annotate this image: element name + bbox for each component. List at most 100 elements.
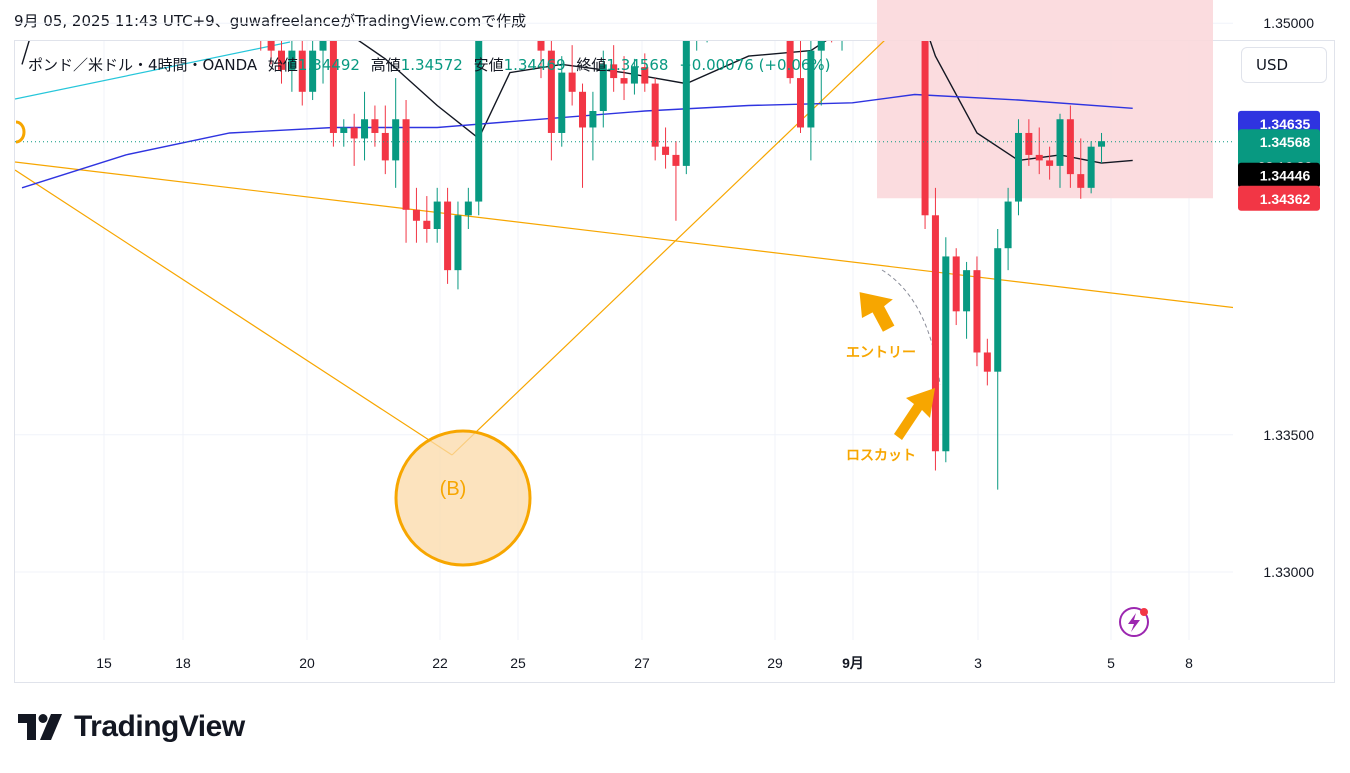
candle — [1025, 132, 1033, 155]
wave-b-marker — [394, 429, 532, 567]
chart-frame — [14, 40, 1335, 683]
time-tick-label: 5 — [1107, 655, 1115, 671]
low-label: 安値 — [473, 56, 504, 74]
candle — [776, 1, 783, 9]
price-tick-label: 1.33500 — [1263, 427, 1314, 443]
candle — [423, 220, 431, 229]
stop-loss-zone — [877, 0, 1213, 199]
flash-icon-bolt — [1128, 613, 1140, 632]
candle — [693, 31, 700, 36]
candle — [288, 50, 296, 70]
candle — [236, 0, 243, 9]
candle — [444, 201, 452, 271]
candle — [735, 15, 742, 23]
wave-line-b — [451, 41, 885, 456]
candle — [329, 41, 337, 133]
candle — [630, 67, 638, 84]
candle — [309, 50, 317, 92]
time-tick-label: 20 — [299, 655, 315, 671]
candle — [361, 119, 369, 139]
candle — [350, 127, 358, 139]
candle — [662, 146, 670, 155]
candle — [267, 41, 275, 51]
candle — [298, 50, 306, 92]
open-value: 1.34492 — [297, 56, 360, 74]
wave-b-label: (B) — [440, 478, 467, 500]
candle — [589, 111, 597, 128]
open-label: 始値 — [267, 56, 298, 74]
candle — [568, 72, 576, 92]
candle — [226, 0, 233, 9]
time-tick-label: 27 — [634, 655, 650, 671]
notification-dot — [1140, 608, 1148, 616]
price-tick-label: 1.33000 — [1263, 564, 1314, 580]
candle — [278, 50, 285, 70]
symbol-name[interactable]: ポンド／米ドル・4時間・OANDA — [28, 56, 258, 74]
price-tag — [1238, 185, 1320, 211]
candle — [1014, 132, 1022, 202]
entry-arrow-icon — [859, 292, 895, 332]
currency-button[interactable]: USD — [1241, 47, 1327, 83]
candle — [714, 0, 721, 23]
candle — [1056, 119, 1064, 166]
candle — [786, 41, 794, 79]
price-tag-label: 1.34568 — [1260, 134, 1311, 150]
candle — [839, 0, 846, 37]
candle — [506, 0, 513, 23]
change-value: +0.00076 (+0.06%) — [679, 56, 831, 74]
tradingview-logo[interactable]: TradingView — [18, 710, 245, 744]
plot-layer — [15, 0, 1233, 490]
candle — [381, 132, 389, 161]
time-tick-label: 15 — [96, 655, 112, 671]
candle — [1066, 119, 1074, 175]
tradingview-logo-icon — [18, 714, 62, 740]
candle — [724, 0, 731, 15]
candle — [973, 270, 981, 353]
moving-average-short — [21, 41, 1133, 164]
time-tick-label: 29 — [767, 655, 783, 671]
candle — [651, 83, 659, 147]
candle — [371, 119, 379, 133]
candle — [558, 72, 566, 133]
candle — [340, 127, 348, 133]
price-tag-label: 1.34362 — [1260, 191, 1311, 207]
price-tick-label: 1.35000 — [1263, 15, 1314, 31]
candle — [257, 0, 264, 37]
wave-line-a — [15, 169, 453, 456]
entry-label: エントリー — [846, 344, 916, 360]
candle — [392, 119, 400, 161]
candle — [672, 154, 680, 166]
price-tag-label: 1.34446 — [1260, 168, 1311, 184]
candle — [433, 201, 441, 229]
high-value: 1.34572 — [400, 56, 463, 74]
candle — [983, 352, 991, 372]
time-tick-label: 9月 — [842, 655, 864, 671]
symbol-legend: ポンド／米ドル・4時間・OANDA 始値1.34492 高値1.34572 安値… — [28, 54, 831, 75]
low-value: 1.34469 — [503, 56, 566, 74]
candle — [682, 41, 690, 166]
candle — [942, 256, 950, 452]
candle — [454, 215, 462, 271]
candle — [963, 270, 971, 312]
candle — [412, 209, 420, 221]
candle — [994, 248, 1002, 372]
candle — [527, 0, 534, 9]
candle — [610, 64, 618, 79]
candle — [537, 41, 545, 51]
close-value: 1.34568 — [606, 56, 669, 74]
price-tag-label: 1.34635 — [1260, 116, 1311, 132]
candle — [579, 91, 587, 128]
candle — [205, 0, 212, 9]
candle — [402, 119, 410, 210]
candle — [496, 0, 503, 23]
candle — [1046, 160, 1054, 166]
price-tag — [1238, 162, 1320, 188]
candle — [464, 201, 472, 216]
chart-snapshot-caption: 9月 05, 2025 11:43 UTC+9、guwafreelanceがTr… — [14, 12, 527, 30]
candle — [1087, 146, 1095, 188]
stop-loss-arrow-icon — [894, 388, 935, 440]
candle — [766, 0, 773, 1]
candle — [807, 50, 815, 128]
candle — [817, 41, 825, 51]
